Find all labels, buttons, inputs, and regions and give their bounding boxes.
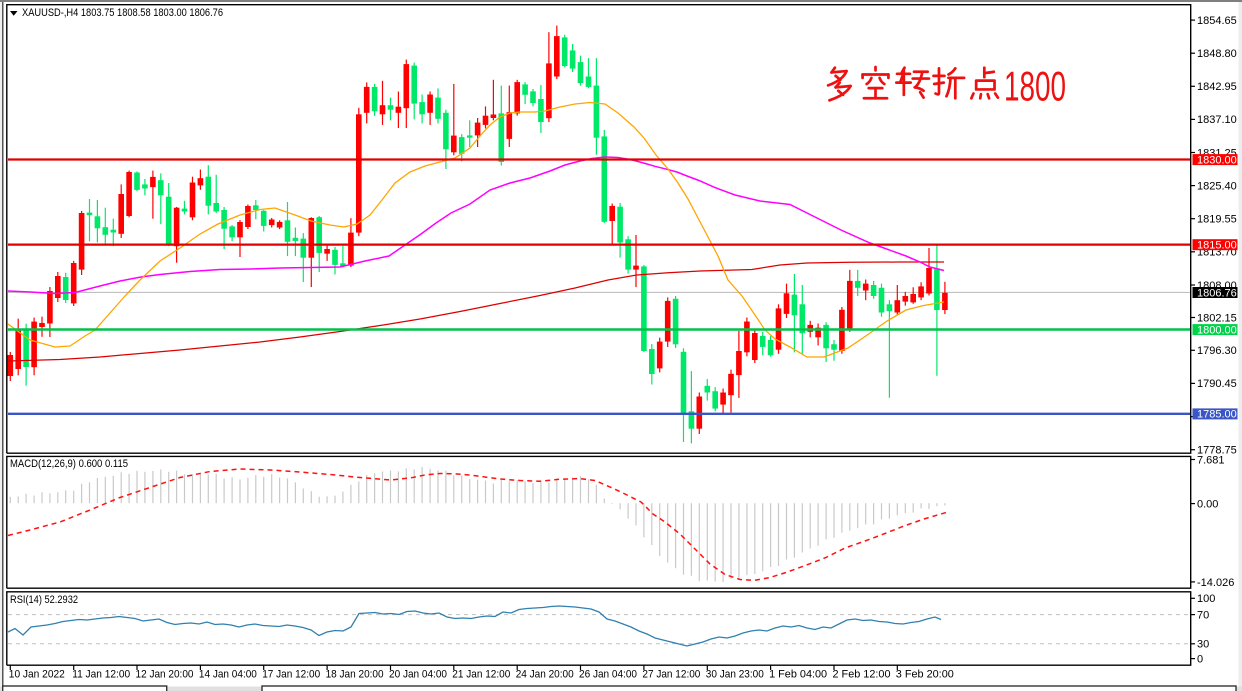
svg-text:1830.00: 1830.00 [1197,154,1237,166]
svg-text:3 Feb 20:00: 3 Feb 20:00 [896,669,954,681]
svg-text:-14.026: -14.026 [1197,577,1234,589]
svg-text:2 Feb 12:00: 2 Feb 12:00 [833,669,891,681]
svg-text:RSI(14) 52.2932: RSI(14) 52.2932 [10,594,78,606]
svg-text:1819.55: 1819.55 [1197,214,1237,226]
svg-text:24 Jan 20:00: 24 Jan 20:00 [516,669,574,681]
svg-text:0.00: 0.00 [1197,499,1218,511]
svg-text:30: 30 [1197,639,1209,651]
svg-text:1800: 1800 [1004,63,1066,110]
svg-text:20 Jan 04:00: 20 Jan 04:00 [389,669,447,681]
svg-text:7.681: 7.681 [1197,454,1225,466]
svg-text:1854.65: 1854.65 [1197,15,1237,27]
svg-text:30 Jan 23:00: 30 Jan 23:00 [706,669,764,681]
svg-text:18 Jan 20:00: 18 Jan 20:00 [326,669,384,681]
svg-text:1806.76: 1806.76 [1197,287,1237,299]
svg-text:1825.40: 1825.40 [1197,180,1237,192]
svg-text:MACD(12,26,9) 0.600 0.115: MACD(12,26,9) 0.600 0.115 [10,458,128,470]
svg-text:1848.80: 1848.80 [1197,48,1237,60]
svg-text:1802.15: 1802.15 [1197,312,1237,324]
svg-text:1 Feb 04:00: 1 Feb 04:00 [769,669,827,681]
svg-text:1790.45: 1790.45 [1197,378,1237,390]
svg-text:1796.30: 1796.30 [1197,345,1237,357]
svg-text:1785.00: 1785.00 [1197,409,1237,421]
svg-text:1800.00: 1800.00 [1197,324,1237,336]
svg-text:26 Jan 04:00: 26 Jan 04:00 [579,669,637,681]
svg-text:21 Jan 12:00: 21 Jan 12:00 [452,669,510,681]
svg-text:1815.00: 1815.00 [1197,240,1237,252]
svg-text:100: 100 [1197,593,1215,605]
svg-text:1842.95: 1842.95 [1197,81,1237,93]
svg-text:1778.75: 1778.75 [1197,445,1237,457]
svg-text:11 Jan 12:00: 11 Jan 12:00 [72,669,130,681]
svg-text:27 Jan 12:00: 27 Jan 12:00 [642,669,700,681]
svg-text:14 Jan 04:00: 14 Jan 04:00 [199,669,257,681]
svg-text:12 Jan 20:00: 12 Jan 20:00 [136,669,194,681]
svg-text:XAUUSD-,H4 1803.75 1808.58 18: XAUUSD-,H4 1803.75 1808.58 1803.00 1806.… [22,7,223,19]
svg-text:17 Jan 12:00: 17 Jan 12:00 [262,669,320,681]
svg-text:1837.10: 1837.10 [1197,114,1237,126]
svg-text:10 Jan 2022: 10 Jan 2022 [9,669,65,681]
svg-text:70: 70 [1197,610,1209,622]
svg-text:0: 0 [1197,654,1203,666]
